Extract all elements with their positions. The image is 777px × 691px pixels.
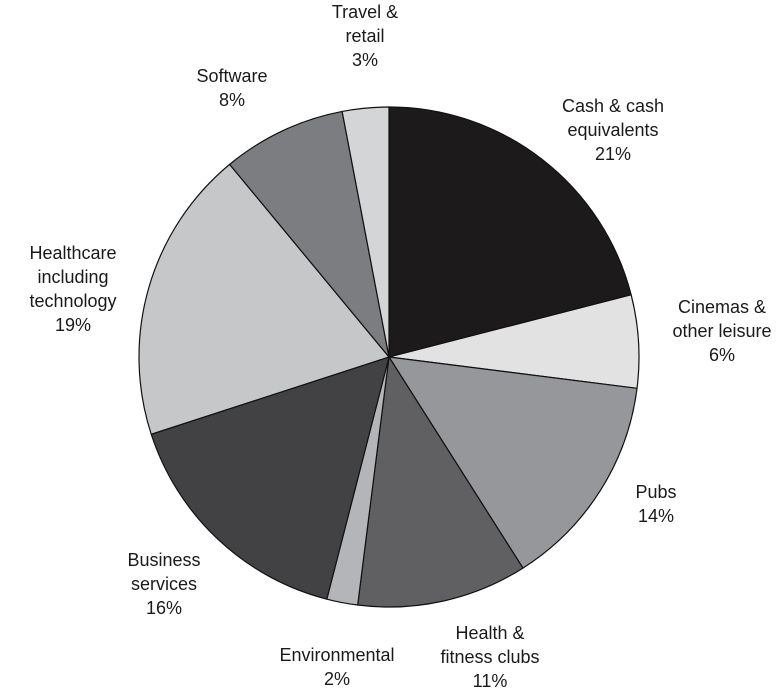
pie-slice <box>388 106 632 358</box>
slice-name: Health & <box>455 623 524 643</box>
slice-name: Software <box>196 66 267 86</box>
slice-name: services <box>131 574 197 594</box>
slice-label: Health & fitness clubs 11% <box>440 623 539 691</box>
slice-label: Cash & cash equivalents 21% <box>562 96 664 164</box>
slice-name: fitness clubs <box>440 647 539 667</box>
slice-percent: 8% <box>219 90 245 110</box>
slice-percent: 6% <box>709 345 735 365</box>
slice-name: Travel & <box>332 2 398 22</box>
slice-percent: 11% <box>473 671 508 691</box>
slice-name: Cash & cash <box>562 96 664 116</box>
slice-percent: 21% <box>595 144 631 164</box>
slice-label: Pubs 14% <box>635 482 676 526</box>
slice-name: Pubs <box>635 482 676 502</box>
slice-name: technology <box>29 291 116 311</box>
slice-label: Software 8% <box>196 66 267 110</box>
pie-slice <box>138 163 390 435</box>
slice-name: other leisure <box>672 321 771 341</box>
slice-percent: 2% <box>324 669 350 689</box>
pie-slice <box>357 356 524 608</box>
pie-slice <box>341 106 390 358</box>
slice-percent: 3% <box>352 50 378 70</box>
slice-name: Healthcare <box>29 243 116 263</box>
slice-percent: 16% <box>146 598 182 618</box>
slice-label: Healthcare including technology 19% <box>29 243 116 335</box>
slice-name: Cinemas & <box>678 297 766 317</box>
slice-percent: 14% <box>638 506 674 526</box>
slice-name: equivalents <box>567 120 658 140</box>
slice-label: Environmental 2% <box>279 645 394 689</box>
slice-label: Cinemas & other leisure 6% <box>672 297 771 365</box>
pie-labels: Cash & cash equivalents 21% Cinemas & other … <box>29 2 771 691</box>
slice-percent: 19% <box>55 315 91 335</box>
pie-slices <box>138 106 640 608</box>
pie-slice <box>229 110 390 358</box>
slice-name: Environmental <box>279 645 394 665</box>
slice-name: including <box>37 267 108 287</box>
pie-slice <box>388 356 638 569</box>
slice-label: Business services 16% <box>127 550 200 618</box>
pie-slice <box>150 356 390 600</box>
slice-label: Travel & retail 3% <box>332 2 398 70</box>
slice-name: retail <box>345 26 384 46</box>
slice-name: Business <box>127 550 200 570</box>
